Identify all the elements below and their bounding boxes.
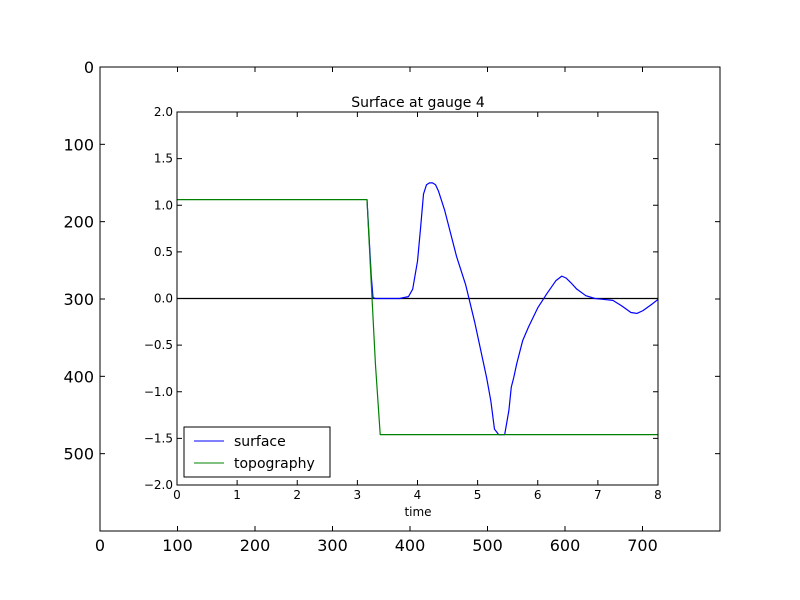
- x-tick-label: 5: [474, 488, 482, 502]
- x-tick-label: 7: [594, 488, 602, 502]
- y-tick-label: 1.0: [154, 198, 173, 212]
- outer-x-tick-label: 700: [627, 536, 658, 555]
- legend: surface topography: [183, 426, 331, 478]
- inner-axes: 0 1 2 3 4 5 6 7 8 2.0 1.5 1.0 0.5 0.0 −0.5 −1.0 −1.5 −2.0…: [144, 95, 662, 519]
- x-tick-label: 0: [173, 488, 181, 502]
- y-tick-label: −1.5: [144, 431, 173, 445]
- outer-x-tick-label: 600: [550, 536, 581, 555]
- y-tick-label: 0.0: [154, 292, 173, 306]
- x-tick-label: 6: [534, 488, 542, 502]
- y-tick-label: −1.0: [144, 385, 173, 399]
- y-tick-label: 0.5: [154, 245, 173, 259]
- legend-label-topography: topography: [234, 456, 315, 472]
- y-tick-label: 2.0: [154, 105, 173, 119]
- outer-x-tick-label: 300: [317, 536, 348, 555]
- outer-x-tick-label: 400: [395, 536, 426, 555]
- inner-tick-labels: 0 1 2 3 4 5 6 7 8 2.0 1.5 1.0 0.5 0.0 −0.5 −1.0 −1.5 −2.0: [144, 105, 662, 502]
- outer-axes: 0 100 200 300 400 500 600 700 0 100 200 300 400 500: [63, 58, 721, 555]
- outer-ticks: [99, 66, 720, 531]
- outer-y-tick-label: 0: [84, 58, 94, 77]
- legend-box: [183, 426, 331, 478]
- outer-y-tick-label: 300: [63, 290, 94, 309]
- x-tick-label: 8: [654, 488, 662, 502]
- outer-tick-labels: 0 100 200 300 400 500 600 700 0 100 200 300 400 500: [63, 58, 657, 555]
- outer-x-tick-label: 100: [162, 536, 193, 555]
- outer-y-tick-label: 100: [63, 135, 94, 154]
- x-axis-label: time: [404, 505, 431, 519]
- outer-x-tick-label: 0: [95, 536, 105, 555]
- series-line-surface: [366, 182, 659, 436]
- legend-label-surface: surface: [234, 434, 286, 450]
- outer-y-tick-label: 400: [63, 367, 94, 386]
- x-tick-label: 4: [414, 488, 422, 502]
- x-tick-label: 3: [354, 488, 362, 502]
- y-tick-label: −2.0: [144, 478, 173, 492]
- inner-series-lines: [177, 182, 659, 436]
- outer-x-tick-label: 500: [472, 536, 503, 555]
- x-tick-label: 1: [233, 488, 241, 502]
- outer-axes-frame: [99, 66, 721, 532]
- inner-axes-frame: [176, 111, 659, 486]
- outer-y-tick-label: 200: [63, 213, 94, 232]
- y-tick-label: 1.5: [154, 152, 173, 166]
- chart-title: Surface at gauge 4: [351, 95, 485, 111]
- outer-y-tick-label: 500: [63, 445, 94, 464]
- y-tick-label: −0.5: [144, 338, 173, 352]
- x-tick-label: 2: [293, 488, 301, 502]
- series-line-topography: [177, 199, 658, 436]
- outer-x-tick-label: 200: [240, 536, 271, 555]
